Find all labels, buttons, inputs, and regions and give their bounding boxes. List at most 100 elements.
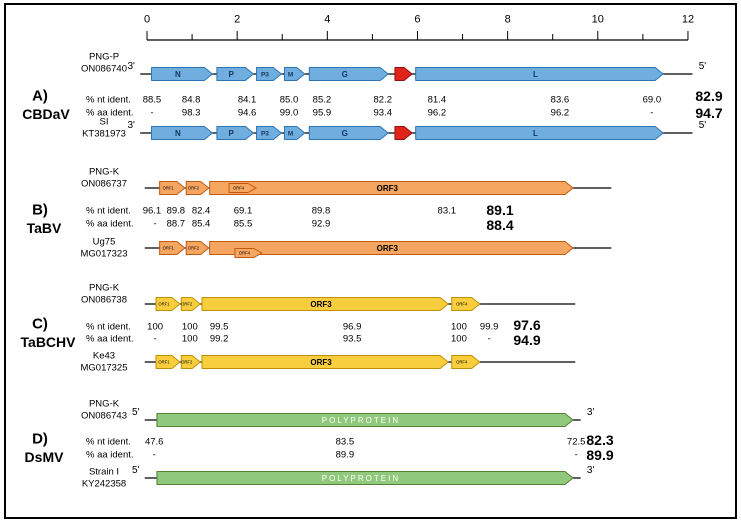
gene-label: ORF4 (456, 360, 468, 365)
ruler-tick-label: 4 (324, 13, 331, 26)
aa-identity-value: - (650, 107, 654, 119)
gene-label: ORF2 (181, 360, 193, 365)
genome-left-end-label: 3' (127, 61, 135, 72)
gene-arrow-n (151, 126, 213, 140)
virus-name: CBDaV (22, 106, 70, 122)
nt-identity-value: 88.5 (142, 94, 162, 106)
section-letter: A) (32, 87, 48, 105)
gene-label: ORF2 (188, 246, 200, 251)
nt-identity-value: 82.4 (191, 205, 211, 217)
nt-identity-value: 82.2 (373, 94, 393, 106)
overall-aa-identity: 94.9 (513, 332, 541, 348)
gene-label: ORF3 (310, 300, 332, 309)
nt-identity-value: 84.1 (237, 94, 257, 106)
gene-arrow-orf1 (155, 355, 181, 369)
nt-identity-row-label: % nt ident. (86, 321, 131, 333)
aa-identity-value: 95.9 (312, 107, 332, 119)
gene-arrow-polyprotein (156, 471, 574, 485)
gene-label: ORF2 (181, 302, 193, 307)
nt-identity-value: 96.9 (342, 321, 362, 333)
gene-arrow-orf4 (228, 183, 257, 193)
isolate-name: PNG-K (88, 398, 120, 410)
overall-aa-identity: 89.9 (586, 447, 614, 463)
gene-label: ORF1 (163, 186, 175, 191)
overall-nt-identity: 82.3 (586, 432, 614, 448)
genome-left-end-label: 5' (131, 407, 140, 418)
gene-arrow-polyprotein (156, 413, 574, 427)
isolate-name: PNG-K (88, 166, 120, 178)
section-letter: B) (32, 201, 48, 219)
gene-label: ORF4 (233, 186, 245, 191)
nt-identity-value: 100 (451, 321, 467, 333)
genome-right-end-label: 3' (586, 407, 595, 418)
gene-label: G (342, 129, 348, 138)
aa-identity-value: - (153, 333, 157, 345)
gene-arrow-orf4 (451, 297, 481, 311)
nt-identity-row-label: % nt ident. (86, 436, 131, 448)
gene-label: P (228, 129, 234, 138)
gene-arrow-p (216, 126, 254, 140)
gene-arrow-orf4 (451, 355, 481, 369)
accession-number: ON086740 (81, 63, 127, 75)
virus-name: DsMV (24, 449, 64, 465)
gene-arrow-orf3 (201, 297, 449, 311)
aa-identity-value: 98.3 (181, 107, 201, 119)
genome-map: ORF1 ORF2 ORF3 ORF4 (144, 181, 612, 195)
gene-label: P (228, 70, 234, 79)
gene-label: N (175, 129, 181, 138)
nt-identity-value: 69.0 (642, 94, 662, 106)
aa-identity-value: 99.0 (279, 107, 299, 119)
virus-name: TaBCHV (20, 334, 76, 350)
aa-identity-value: 96.2 (550, 107, 570, 119)
accession-number: ON086737 (81, 178, 127, 190)
nt-identity-value: 99.5 (209, 321, 229, 333)
genome-left-end-label: 3' (127, 120, 135, 131)
aa-identity-row-label: % aa ident. (86, 107, 134, 119)
gene-label: ORF1 (163, 246, 175, 251)
virus-name: TaBV (26, 220, 62, 236)
gene-label: M (288, 71, 293, 78)
genome-right-end-label: 3' (586, 465, 595, 476)
accession-number: ON086743 (81, 410, 127, 422)
aa-identity-value: 88.7 (166, 218, 186, 230)
isolate-name: PNG-P (88, 51, 120, 63)
nt-identity-value: 96.1 (142, 205, 162, 217)
gene-arrow-orf2 (185, 241, 210, 255)
aa-identity-value: 85.5 (233, 218, 253, 230)
overall-nt-identity: 89.1 (486, 202, 514, 218)
ruler-tick-label: 8 (504, 13, 511, 26)
gene-arrow-l (415, 67, 664, 81)
nt-identity-value: 85.0 (279, 94, 299, 106)
nt-identity-value: 100 (147, 321, 164, 333)
gene-label: ORF3 (377, 244, 399, 253)
aa-identity-value: 89.9 (335, 449, 355, 461)
gene-arrow-orf1 (159, 241, 186, 255)
aa-identity-value: - (153, 218, 157, 230)
gene-arrow-orf2 (180, 297, 201, 311)
nt-identity-value: 89.8 (311, 205, 331, 217)
gene-arrow-orf3 (201, 355, 449, 369)
gene-arrow-orf4 (234, 248, 263, 258)
gene-label: ORF4 (456, 302, 468, 307)
nt-identity-value: 81.4 (427, 94, 447, 106)
gene-label: N (175, 70, 181, 79)
accession-number: MG017323 (80, 248, 128, 260)
nt-identity-value: 69.1 (233, 205, 253, 217)
genome-right-end-label: 5' (698, 61, 707, 72)
gene-arrow-unlabeled (394, 126, 413, 140)
accession-number: MG017325 (80, 362, 128, 374)
gene-label: ORF3 (310, 358, 332, 367)
gene-arrow-orf3 (209, 181, 574, 195)
genome-map: ORF1 ORF2 ORF3 ORF4 (144, 355, 576, 369)
nt-identity-value: 83.1 (437, 205, 457, 217)
ruler-tick-label: 10 (591, 13, 604, 26)
isolate-name: Ug75 (92, 236, 116, 248)
gene-arrow-orf1 (155, 297, 181, 311)
aa-identity-value: 94.6 (237, 107, 257, 119)
isolate-name: Strain I (88, 466, 120, 478)
figure-border (4, 3, 737, 519)
aa-identity-row-label: % aa ident. (86, 449, 134, 461)
genome-right-end-label: 5' (698, 120, 707, 131)
aa-identity-value: 96.2 (427, 107, 447, 119)
